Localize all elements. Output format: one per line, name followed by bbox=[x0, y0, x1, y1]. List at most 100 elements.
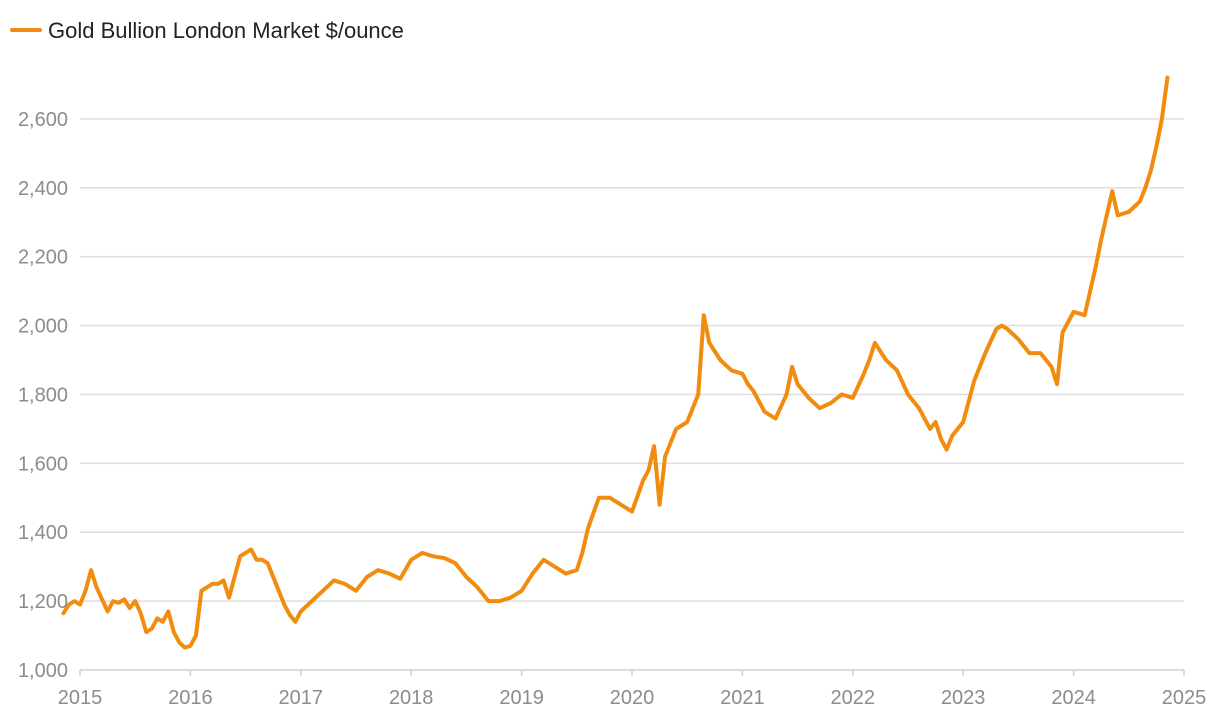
x-tick-label: 2024 bbox=[1051, 687, 1096, 709]
data-point bbox=[150, 627, 154, 631]
legend: Gold Bullion London Market $/ounce bbox=[10, 18, 404, 43]
data-point bbox=[1149, 169, 1153, 173]
data-point bbox=[608, 496, 612, 500]
x-axis-ticks: 2015 2016 2017 2018 2019 2020 2021 2022 2023 2024… bbox=[58, 670, 1207, 709]
data-point bbox=[194, 634, 198, 638]
data-point bbox=[934, 420, 938, 424]
data-point bbox=[61, 611, 65, 615]
data-point bbox=[652, 444, 656, 448]
data-point bbox=[564, 572, 568, 576]
y-tick-label: 1,000 bbox=[18, 660, 68, 682]
data-point bbox=[1027, 351, 1031, 355]
data-point bbox=[641, 479, 645, 483]
x-tick-label: 2018 bbox=[389, 687, 434, 709]
data-points bbox=[61, 76, 1169, 650]
data-point bbox=[580, 551, 584, 555]
data-point bbox=[972, 379, 976, 383]
data-point bbox=[647, 468, 651, 472]
data-point bbox=[829, 401, 833, 405]
data-point bbox=[161, 620, 165, 624]
data-point bbox=[271, 575, 275, 579]
x-tick-label: 2022 bbox=[831, 687, 876, 709]
data-point bbox=[255, 558, 259, 562]
data-point bbox=[906, 392, 910, 396]
y-tick-label: 2,400 bbox=[18, 178, 68, 200]
y-tick-label: 1,400 bbox=[18, 522, 68, 544]
data-point bbox=[1038, 351, 1042, 355]
data-point bbox=[293, 620, 297, 624]
data-point bbox=[1099, 237, 1103, 241]
data-point bbox=[67, 603, 71, 607]
data-point bbox=[210, 582, 214, 586]
data-point bbox=[486, 599, 490, 603]
data-point bbox=[1044, 358, 1048, 362]
y-axis-ticks: 1,000 1,200 1,400 1,600 1,800 2,000 2,200 2,400… bbox=[18, 109, 68, 682]
data-point bbox=[663, 454, 667, 458]
data-point bbox=[111, 599, 115, 603]
data-point bbox=[233, 575, 237, 579]
data-point bbox=[122, 597, 126, 601]
data-point bbox=[1094, 265, 1098, 269]
data-point bbox=[702, 313, 706, 317]
data-point bbox=[1116, 213, 1120, 217]
data-point bbox=[1154, 144, 1158, 148]
data-point bbox=[95, 585, 99, 589]
data-point bbox=[398, 577, 402, 581]
data-point bbox=[1061, 330, 1065, 334]
y-tick-label: 2,000 bbox=[18, 316, 68, 338]
data-point bbox=[818, 406, 822, 410]
data-point bbox=[939, 437, 943, 441]
data-point bbox=[912, 399, 916, 403]
data-point bbox=[774, 417, 778, 421]
data-point bbox=[177, 640, 181, 644]
data-point bbox=[376, 568, 380, 572]
data-point bbox=[222, 578, 226, 582]
data-point bbox=[917, 406, 921, 410]
data-point bbox=[260, 558, 264, 562]
data-point bbox=[343, 582, 347, 586]
data-point bbox=[509, 596, 513, 600]
y-tick-label: 1,800 bbox=[18, 384, 68, 406]
data-point bbox=[807, 396, 811, 400]
data-point bbox=[707, 341, 711, 345]
data-point bbox=[205, 585, 209, 589]
gridlines bbox=[80, 118, 1184, 602]
data-point bbox=[299, 609, 303, 613]
data-point bbox=[983, 351, 987, 355]
data-point bbox=[464, 575, 468, 579]
data-point bbox=[475, 585, 479, 589]
data-point bbox=[1110, 189, 1114, 193]
data-point bbox=[117, 601, 121, 605]
data-point bbox=[498, 599, 502, 603]
data-point bbox=[1050, 365, 1054, 369]
data-point bbox=[442, 556, 446, 560]
data-point bbox=[244, 551, 248, 555]
data-point bbox=[288, 613, 292, 617]
data-point bbox=[785, 392, 789, 396]
data-point bbox=[1143, 186, 1147, 190]
data-point bbox=[78, 603, 82, 607]
data-point bbox=[216, 582, 220, 586]
x-tick-label: 2019 bbox=[499, 687, 544, 709]
data-point bbox=[1055, 382, 1059, 386]
data-point bbox=[409, 558, 413, 562]
data-point bbox=[867, 358, 871, 362]
data-point bbox=[873, 341, 877, 345]
data-point bbox=[321, 589, 325, 593]
data-point bbox=[155, 616, 159, 620]
data-point bbox=[696, 392, 700, 396]
gold-price-line bbox=[61, 75, 1170, 650]
x-tick-label: 2025 bbox=[1162, 687, 1207, 709]
data-point bbox=[249, 547, 253, 551]
data-point bbox=[166, 609, 170, 613]
data-point bbox=[1000, 324, 1004, 328]
data-point bbox=[238, 554, 242, 558]
data-point bbox=[144, 630, 148, 634]
data-point bbox=[619, 503, 623, 507]
data-point bbox=[100, 597, 104, 601]
data-point bbox=[597, 496, 601, 500]
x-tick-label: 2021 bbox=[720, 687, 765, 709]
data-point bbox=[851, 396, 855, 400]
data-point bbox=[945, 448, 949, 452]
